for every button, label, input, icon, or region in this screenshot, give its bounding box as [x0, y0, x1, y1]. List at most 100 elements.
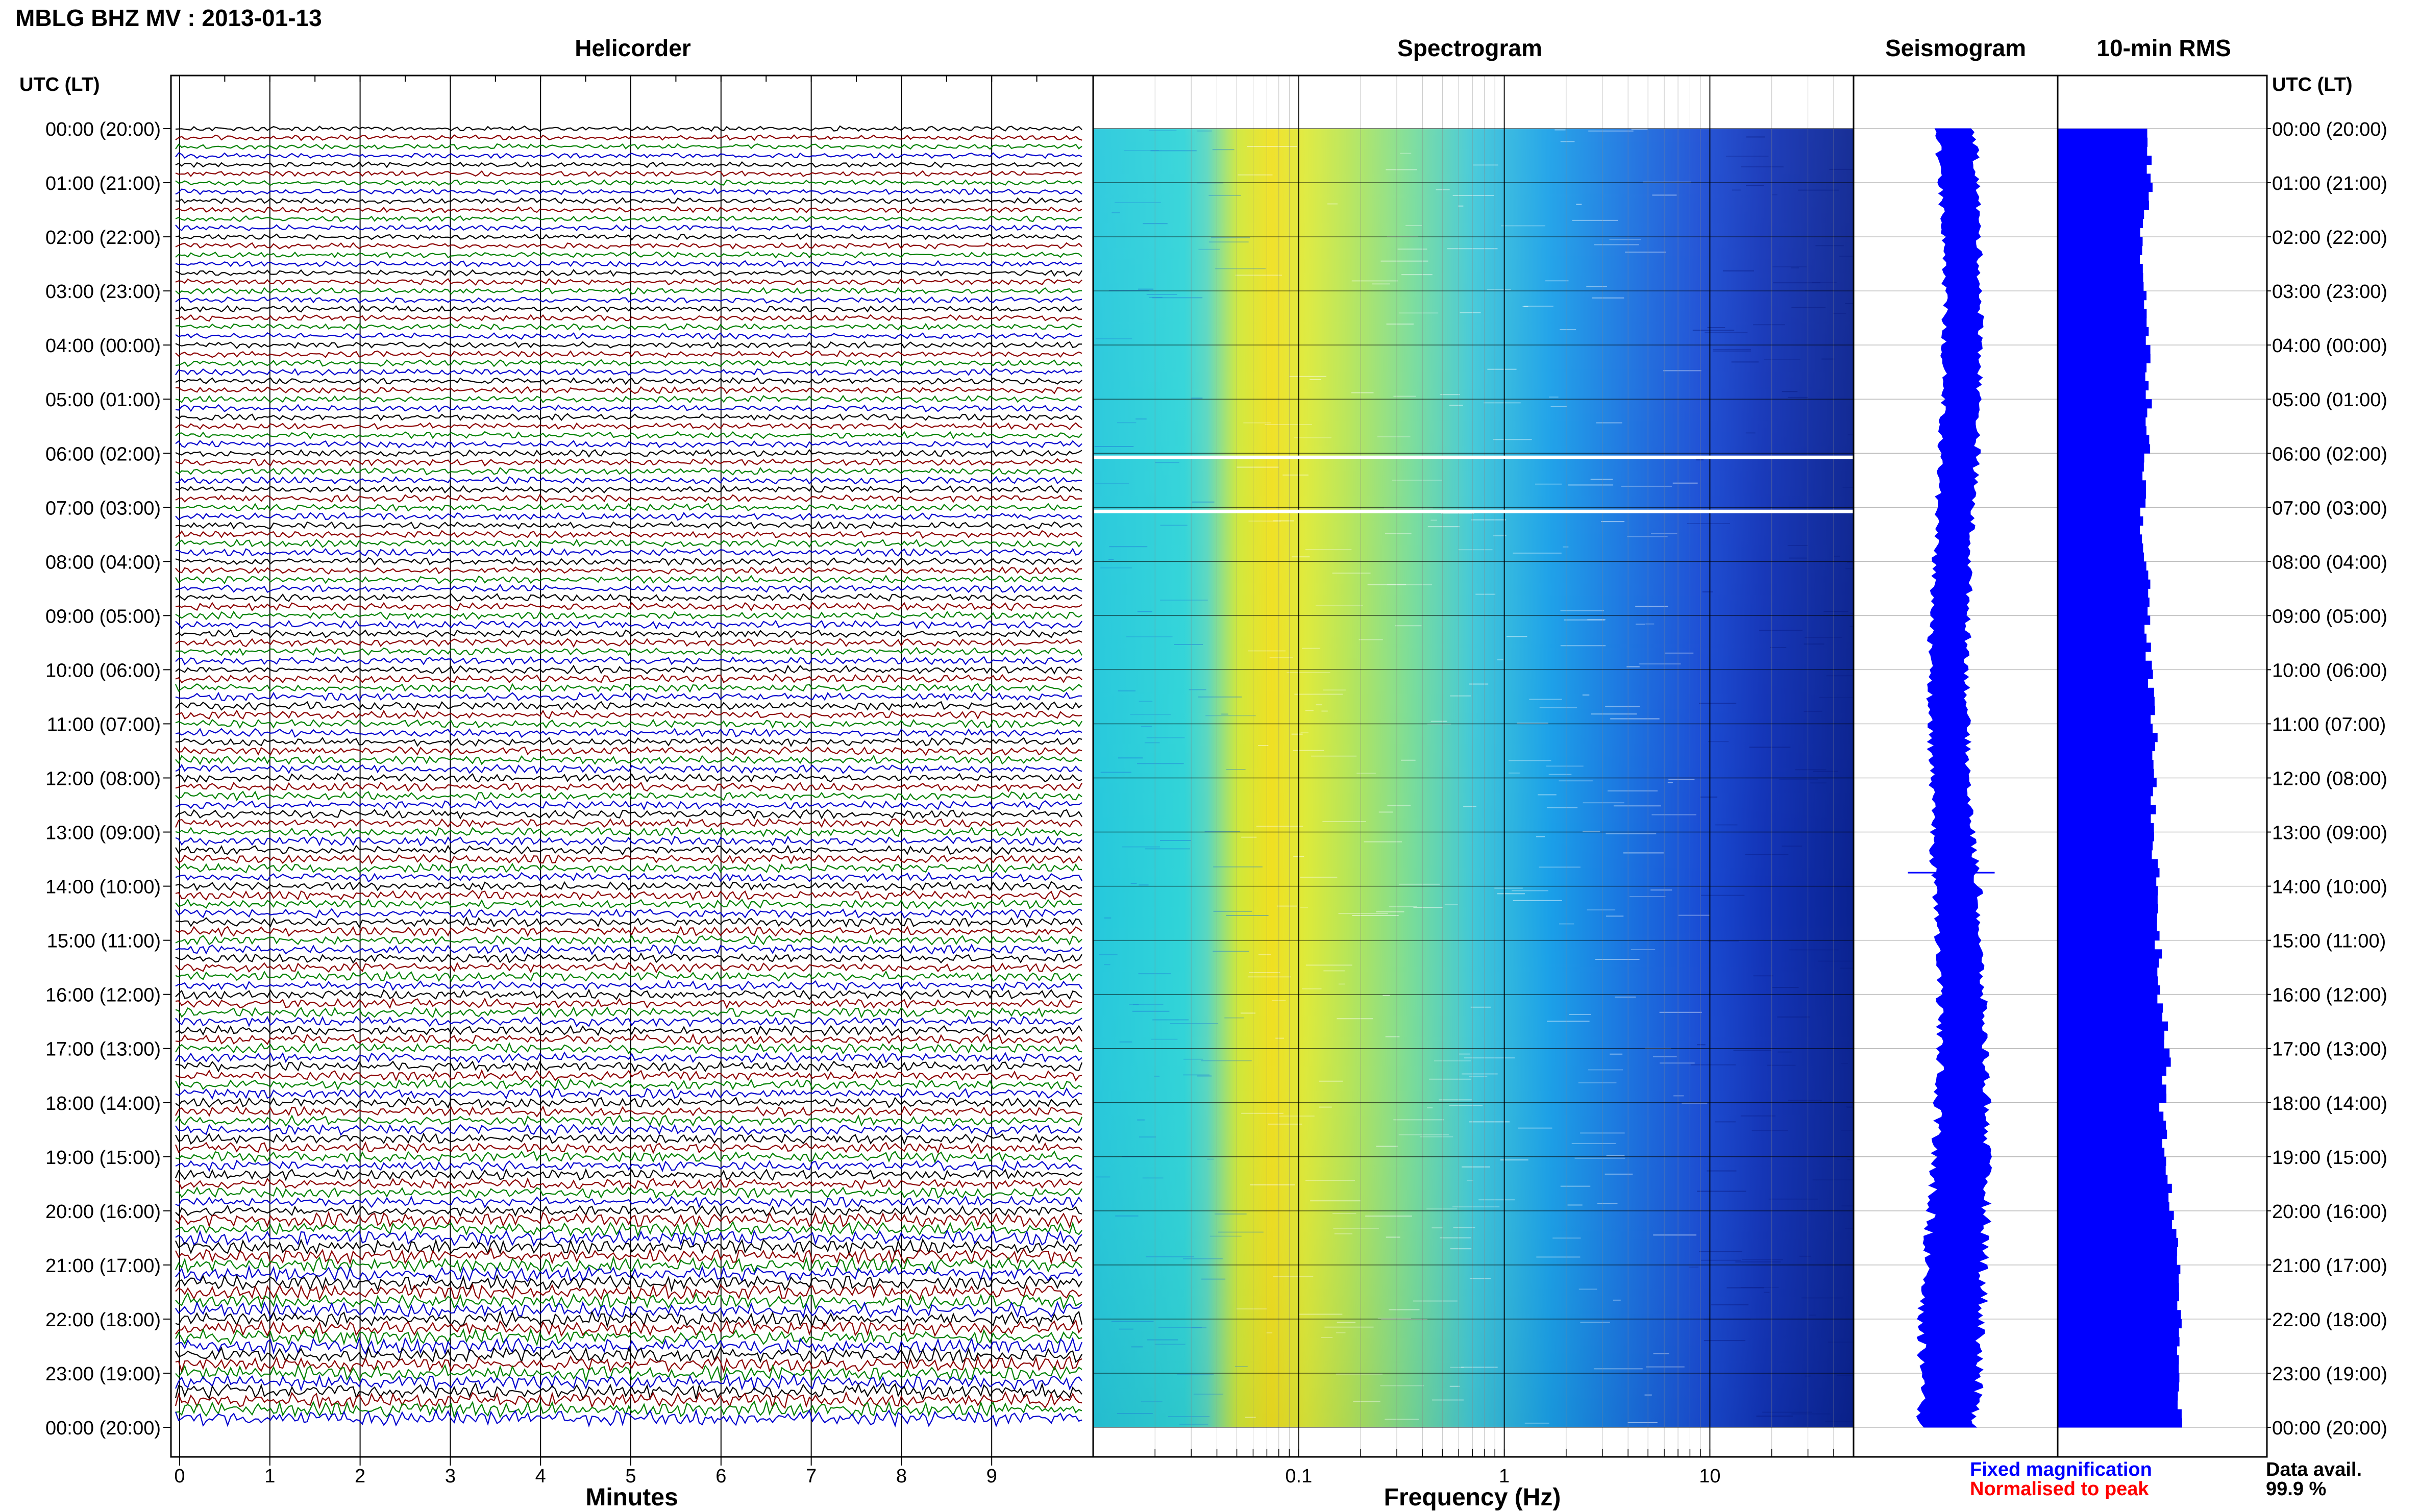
helicorder-trace [175, 538, 1082, 548]
minute-tick-label: 4 [535, 1466, 546, 1487]
rms-bar [2058, 985, 2160, 995]
helicorder-trace [175, 1210, 1082, 1229]
helicorder-trace [175, 449, 1082, 458]
helicorder-trace [175, 404, 1082, 413]
seismogram-envelope [1916, 128, 1992, 1428]
helicorder-trace [175, 359, 1082, 367]
hour-label-right: 04:00 (00:00) [2272, 335, 2387, 357]
rms-bar [2058, 1175, 2168, 1184]
rms-bar [2058, 516, 2143, 526]
rms-bar [2058, 660, 2152, 670]
rms-bar [2058, 543, 2143, 553]
rms-bar [2058, 679, 2148, 688]
rms-bar [2058, 1283, 2179, 1293]
helicorder-trace [175, 422, 1082, 431]
data-availability-label: Data avail. [2266, 1459, 2362, 1480]
helicorder-trace [175, 1283, 1082, 1301]
rms-bar [2058, 571, 2149, 580]
rms-bar [2058, 327, 2149, 336]
hour-label-right: 20:00 (16:00) [2272, 1201, 2387, 1223]
helicorder-trace [175, 800, 1082, 811]
rms-bar [2058, 1021, 2168, 1031]
helicorder-trace [175, 674, 1082, 684]
minute-tick-label: 9 [986, 1466, 997, 1487]
helicorder-trace [175, 781, 1082, 792]
rms-bars [2058, 129, 2182, 1428]
helicorder-trace [175, 1069, 1082, 1082]
fixed-magnification-note: Fixed magnification [1970, 1459, 2152, 1480]
rms-bar [2058, 129, 2148, 138]
helicorder-trace [175, 386, 1082, 394]
hour-label-left: 10:00 (06:00) [45, 660, 161, 681]
frequency-tick-label: 1 [1499, 1466, 1510, 1487]
hour-label-left: 18:00 (14:00) [45, 1093, 161, 1114]
minute-tick-label: 2 [355, 1466, 365, 1487]
helicorder-trace [175, 944, 1082, 955]
rms-bar [2058, 994, 2158, 1004]
hour-label-left: 13:00 (09:00) [45, 823, 161, 844]
helicorder-trace [175, 619, 1082, 630]
rms-bar [2058, 1039, 2164, 1049]
rms-bar [2058, 1237, 2178, 1248]
helicorder-trace [175, 287, 1082, 295]
minute-tick-label: 1 [264, 1466, 275, 1487]
rms-bar [2058, 525, 2140, 535]
helicorder-trace [175, 1238, 1082, 1257]
helicorder-trace [175, 970, 1082, 982]
normalised-peak-note: Normalised to peak [1970, 1478, 2149, 1500]
rms-frame [2057, 75, 2268, 1458]
hour-label-right: 00:00 (20:00) [2272, 1418, 2387, 1439]
helicorder-trace [175, 835, 1082, 847]
hour-label-left: 16:00 (12:00) [45, 985, 161, 1006]
rms-bar [2058, 796, 2151, 806]
rms-bar [2058, 652, 2146, 661]
hour-label-left: 07:00 (03:00) [45, 498, 161, 519]
rms-bar [2058, 480, 2146, 490]
helicorder-trace [175, 1051, 1082, 1063]
helicorder-trace [175, 260, 1082, 268]
frequency-ticks: 0.1 1 10 [1093, 1449, 1854, 1487]
rms-bar [2058, 426, 2146, 436]
rms-bar [2058, 633, 2147, 643]
helicorder-trace [175, 826, 1082, 837]
rms-bar [2058, 859, 2158, 869]
rms-bar [2058, 615, 2151, 625]
helicorder-trace [175, 593, 1082, 602]
left-axis-header: UTC (LT) [19, 74, 100, 95]
rms-bar [2058, 137, 2148, 147]
helicorder-trace [175, 314, 1082, 322]
rms-bar [2058, 408, 2148, 418]
helicorder-trace [175, 269, 1082, 277]
helicorder-trace [175, 242, 1082, 250]
spectrogram-xlabel: Frequency (Hz) [1384, 1484, 1561, 1511]
rms-bar [2058, 805, 2156, 814]
hour-label-right: 07:00 (03:00) [2272, 498, 2387, 519]
helicorder-trace [175, 737, 1082, 748]
rms-bar [2058, 940, 2155, 950]
data-availability-value: 99.9 % [2266, 1478, 2326, 1500]
rms-bar [2058, 697, 2155, 706]
rms-bar [2058, 318, 2147, 328]
helicorder-trace [175, 1292, 1082, 1310]
rms-bar [2058, 309, 2147, 318]
rms-bar [2058, 868, 2160, 878]
rms-bar [2058, 1183, 2172, 1193]
helicorder-trace [176, 548, 1082, 557]
hour-labels-left: 00:00 (20:00) 01:00 (21:00) 02:00 (22:00) 0… [45, 119, 171, 1439]
helicorder-trace [175, 394, 1082, 404]
helicorder-trace [175, 854, 1082, 865]
rms-bar [2058, 687, 2154, 697]
helicorder-trace [175, 179, 1082, 186]
hour-label-left: 03:00 (23:00) [45, 281, 161, 303]
rms-bar [2058, 588, 2149, 598]
rms-bar [2058, 1382, 2179, 1392]
helicorder-trace [175, 197, 1082, 205]
rms-bar [2058, 1094, 2167, 1103]
rms-bar [2058, 1003, 2163, 1013]
rms-bar [2058, 904, 2158, 914]
seismogram-title: Seismogram [1885, 35, 2026, 61]
helicorder-trace [175, 1364, 1082, 1383]
rms-bar [2058, 462, 2144, 472]
rms-bar [2058, 300, 2144, 309]
hour-label-right: 15:00 (11:00) [2272, 931, 2386, 952]
